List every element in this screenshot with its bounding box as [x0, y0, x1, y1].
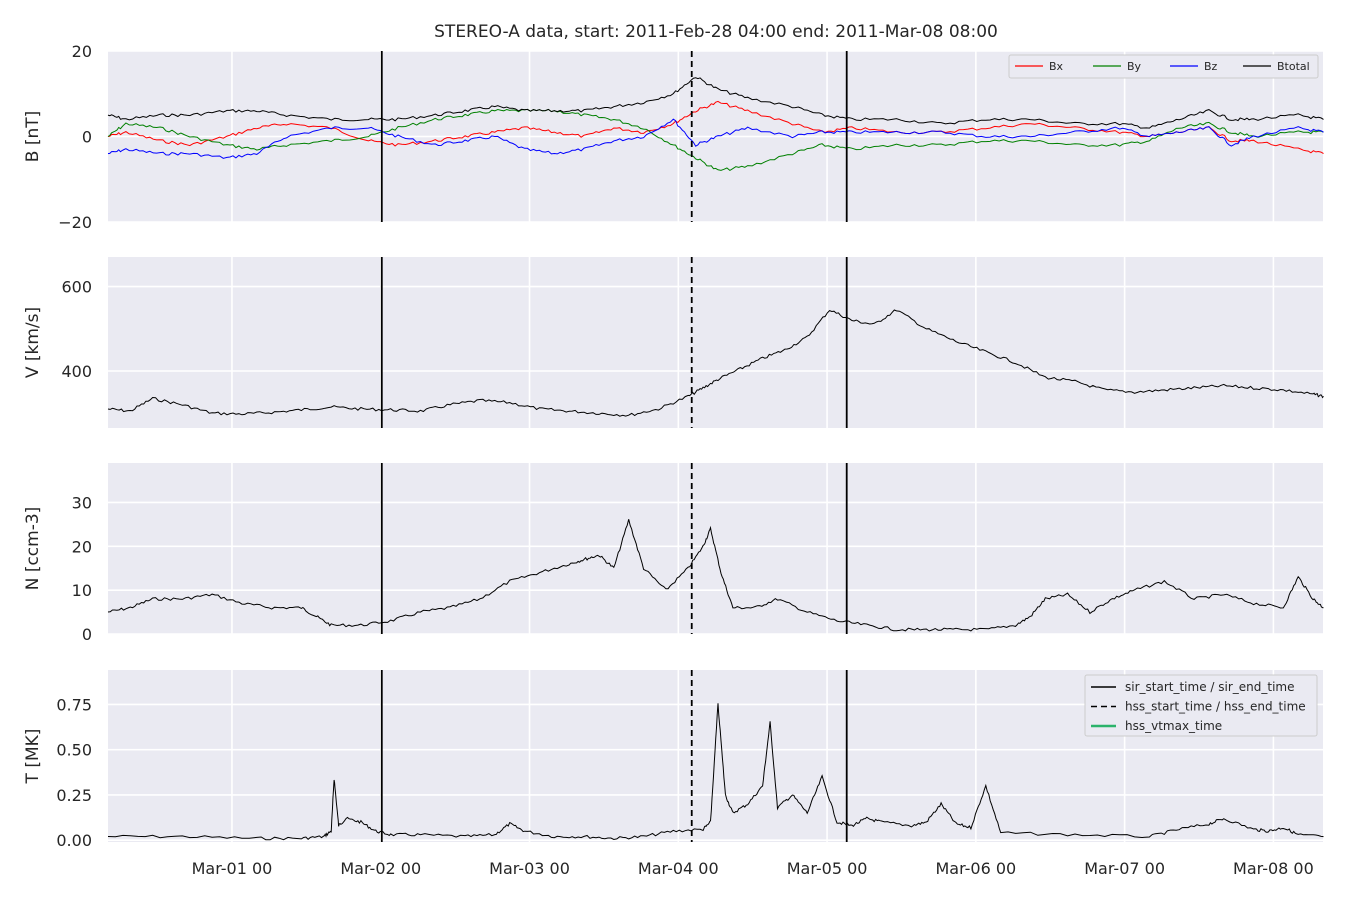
- x-tick-label: Mar-01 00: [192, 859, 273, 878]
- panel-V-background: [108, 257, 1323, 428]
- panel-N-ytick-label: 20: [72, 537, 92, 556]
- series-V-line: [107, 309, 1324, 417]
- x-tick-label: Mar-07 00: [1084, 859, 1165, 878]
- panel-T-ytick-label: 0.50: [56, 741, 92, 760]
- legend-event-label: hss_start_time / hss_end_time: [1125, 700, 1306, 714]
- panel-B-ylabel: B [nT]: [23, 111, 43, 163]
- panel-B-ytick-label: 0: [82, 128, 92, 147]
- x-tick-label: Mar-02 00: [340, 859, 421, 878]
- panel-V-ytick-label: 600: [61, 278, 92, 297]
- series-Bx-line: [107, 100, 1324, 155]
- panel-N-ytick-label: 10: [72, 581, 92, 600]
- legend-event-label: sir_start_time / sir_end_time: [1125, 680, 1295, 694]
- x-tick-label: Mar-08 00: [1233, 859, 1314, 878]
- x-tick-label: Mar-05 00: [787, 859, 868, 878]
- event-legend: sir_start_time / sir_end_time hss_start_t…: [1084, 674, 1318, 737]
- legend-Bx-label: Bx: [1049, 60, 1064, 73]
- x-tick-label: Mar-04 00: [638, 859, 719, 878]
- panel-N-ytick-label: 30: [72, 493, 92, 512]
- panel-T-ylabel: T [MK]: [23, 729, 43, 785]
- legend-Bz-label: Bz: [1204, 60, 1218, 73]
- legend-Btotal-label: Btotal: [1277, 60, 1310, 73]
- panel-T-ytick-label: 0.75: [56, 695, 92, 714]
- series-N-line: [107, 519, 1324, 632]
- series-Bz-line: [107, 118, 1324, 159]
- chart-title: STEREO-A data, start: 2011-Feb-28 04:00 …: [434, 22, 998, 42]
- legend-By-label: By: [1127, 60, 1142, 73]
- panel-T-ytick-label: 0.00: [56, 831, 92, 850]
- x-tick-label: Mar-03 00: [489, 859, 570, 878]
- series-By-line: [107, 108, 1324, 172]
- series-Btotal-line: [107, 77, 1324, 129]
- series-T-line: [107, 703, 1324, 841]
- panel-B-ytick-label: −20: [58, 213, 92, 232]
- panel-N-ytick-label: 0: [82, 625, 92, 644]
- panel-N-ylabel: N [ccm-3]: [23, 507, 43, 591]
- panel-V-ylabel: V [km/s]: [23, 307, 43, 378]
- legend-event-label: hss_vtmax_time: [1125, 719, 1222, 733]
- panel-V-ytick-label: 400: [61, 362, 92, 381]
- x-tick-label: Mar-06 00: [935, 859, 1016, 878]
- b-legend: Bx By Bz Btotal: [1008, 54, 1319, 79]
- panel-B-ytick-label: 20: [72, 42, 92, 61]
- panel-T-ytick-label: 0.25: [56, 786, 92, 805]
